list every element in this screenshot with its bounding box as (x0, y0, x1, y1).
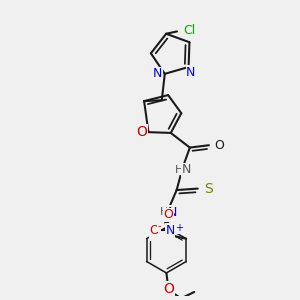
Text: N: N (168, 206, 177, 219)
Text: O: O (136, 125, 148, 139)
Text: S: S (204, 182, 213, 196)
Text: +: + (175, 224, 183, 233)
Text: N: N (186, 66, 196, 79)
Text: -: - (157, 221, 161, 231)
Text: O: O (215, 139, 225, 152)
Text: H: H (160, 207, 169, 217)
Text: N: N (165, 224, 175, 237)
Text: N: N (153, 68, 162, 80)
Text: N: N (182, 163, 191, 176)
Text: O: O (164, 208, 173, 221)
Text: H: H (175, 165, 183, 175)
Text: O: O (164, 282, 175, 296)
Text: O: O (150, 224, 160, 237)
Text: Cl: Cl (184, 24, 196, 37)
